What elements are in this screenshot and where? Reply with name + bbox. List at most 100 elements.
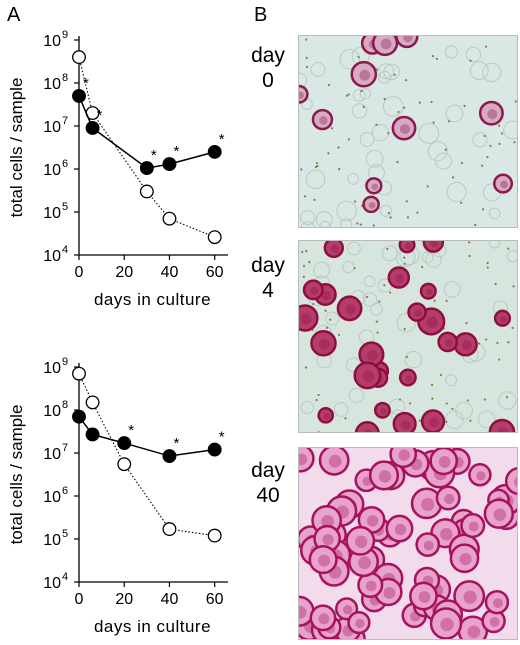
debris-dot xyxy=(375,320,378,323)
cell-nucleus xyxy=(319,338,330,350)
ghost-cell xyxy=(477,410,496,429)
debris-dot xyxy=(305,56,308,59)
cell-nucleus xyxy=(493,598,503,609)
stained-cell xyxy=(419,282,437,300)
cell-nucleus xyxy=(323,413,330,420)
cell-nucleus xyxy=(319,116,328,125)
debris-dot xyxy=(444,148,447,151)
ghost-cell xyxy=(435,152,453,170)
debris-dot xyxy=(305,249,308,253)
photo-2-label-bottom: 40 xyxy=(256,484,280,507)
stained-cell xyxy=(368,460,400,491)
cell-nucleus xyxy=(345,304,356,315)
y-tick-label: 10 xyxy=(43,403,61,420)
y-tick-exponent: 9 xyxy=(62,29,68,41)
debris-dot xyxy=(389,216,392,219)
stained-cell xyxy=(422,241,445,253)
debris-dot xyxy=(416,211,419,214)
debris-dot xyxy=(512,285,515,288)
cell-nucleus xyxy=(342,605,353,615)
cell-nucleus xyxy=(500,180,508,189)
ghost-cell xyxy=(421,251,434,264)
cell-nucleus xyxy=(380,408,387,415)
stained-cell xyxy=(420,409,446,432)
debris-dot xyxy=(474,223,477,227)
x-axis-label: days in culture xyxy=(94,290,211,309)
series-0-point xyxy=(85,427,100,442)
stained-cell xyxy=(354,421,380,432)
stained-cell xyxy=(311,108,334,131)
debris-dot xyxy=(305,38,308,41)
debris-dot xyxy=(439,373,442,377)
stained-cell xyxy=(323,241,344,259)
ghost-cell xyxy=(362,292,378,307)
series-1-point xyxy=(207,230,222,245)
series-1-point xyxy=(139,184,154,199)
x-tick-label: 40 xyxy=(161,264,179,281)
cell-nucleus xyxy=(487,109,498,120)
ghost-cell xyxy=(305,169,326,190)
debris-dot xyxy=(345,94,349,97)
debris-dot xyxy=(315,398,318,402)
cell-nucleus xyxy=(418,591,431,603)
stained-cell xyxy=(407,302,427,322)
cell-nucleus xyxy=(461,340,472,351)
debris-dot xyxy=(317,393,320,397)
photo-1-label-bottom: 4 xyxy=(262,279,274,302)
ghost-cell xyxy=(363,275,376,288)
panel-label-a: A xyxy=(7,4,21,26)
debris-dot xyxy=(507,247,510,250)
ghost-cell xyxy=(310,62,326,78)
debris-dot xyxy=(386,247,389,251)
cell-nucleus xyxy=(321,515,335,528)
ghost-cell xyxy=(404,350,423,369)
ghost-cell xyxy=(465,46,482,63)
cell-nucleus xyxy=(429,417,439,428)
debris-dot xyxy=(302,275,305,278)
ghost-cell xyxy=(359,131,375,147)
y-tick-label: 10 xyxy=(43,532,61,549)
series-0-point xyxy=(162,449,177,463)
stained-cell xyxy=(468,463,492,487)
debris-dot xyxy=(366,295,369,299)
stained-cell xyxy=(310,329,337,357)
significance-marker: * xyxy=(151,147,157,164)
significance-marker: * xyxy=(83,75,89,92)
panel-label-b: B xyxy=(254,4,268,26)
debris-dot xyxy=(337,333,341,336)
debris-dot xyxy=(312,302,315,306)
stained-cell xyxy=(353,361,382,390)
debris-dot xyxy=(347,138,350,141)
debris-dot xyxy=(353,267,356,270)
y-tick-exponent: 6 xyxy=(62,158,68,170)
debris-dot xyxy=(362,105,365,108)
x-tick-label: 60 xyxy=(206,264,224,281)
cell-nucleus xyxy=(398,449,410,461)
debris-dot xyxy=(300,168,303,171)
debris-dot xyxy=(430,100,433,103)
micrograph-day-4 xyxy=(298,240,518,433)
photo-0-label: day 0 xyxy=(238,43,298,93)
debris-dot xyxy=(388,291,392,294)
debris-dot xyxy=(483,398,486,401)
debris-dot xyxy=(497,124,501,127)
ghost-cell xyxy=(482,62,502,83)
y-tick-label: 10 xyxy=(43,575,61,592)
debris-dot xyxy=(347,93,350,96)
cell-nucleus xyxy=(355,618,365,629)
ghost-cell xyxy=(445,410,464,430)
series-0-point xyxy=(72,88,86,103)
ghost-cell xyxy=(340,218,353,227)
cell-nucleus xyxy=(500,315,507,323)
cell-nucleus xyxy=(365,580,377,592)
cell-nucleus xyxy=(299,605,307,619)
debris-dot xyxy=(327,152,330,155)
ghost-cell xyxy=(446,181,467,203)
debris-dot xyxy=(327,83,331,87)
cell-nucleus xyxy=(440,527,453,541)
y-tick-exponent: 6 xyxy=(62,485,68,497)
debris-dot xyxy=(469,419,472,422)
debris-dot xyxy=(507,341,510,344)
debris-dot xyxy=(325,326,329,329)
debris-dot xyxy=(357,55,360,59)
